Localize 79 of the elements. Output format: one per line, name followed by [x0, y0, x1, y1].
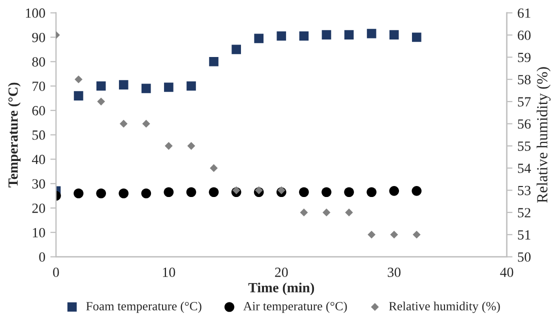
point — [412, 230, 421, 239]
x-tick-label: 10 — [162, 268, 176, 277]
point — [164, 82, 174, 92]
y2-tick-label: 54 — [518, 164, 531, 174]
point — [389, 30, 399, 40]
point — [412, 186, 422, 196]
point — [322, 30, 332, 40]
point — [186, 187, 196, 198]
point — [142, 84, 151, 94]
y-axis-title: Temperature (°C) — [8, 82, 21, 188]
point — [254, 34, 264, 44]
point — [277, 186, 286, 194]
y-tick-label: 90 — [32, 32, 46, 42]
point — [368, 230, 376, 239]
point — [390, 230, 398, 239]
point — [322, 208, 330, 216]
x-tick-label: 0 — [53, 268, 59, 277]
point — [300, 208, 308, 216]
point — [232, 44, 241, 54]
point — [412, 32, 422, 42]
y-tick-label: 20 — [32, 204, 46, 213]
point — [118, 188, 129, 198]
point — [120, 120, 128, 128]
point — [186, 81, 196, 91]
point — [141, 188, 152, 198]
point — [74, 188, 84, 198]
y2-tick-label: 55 — [518, 142, 531, 151]
y-tick-label: 40 — [32, 154, 46, 164]
y-tick-label: 80 — [32, 57, 46, 67]
point — [254, 186, 263, 194]
point — [142, 120, 150, 128]
y2-tick-label: 61 — [518, 8, 530, 18]
legend-label: Air temperature (°C) — [243, 302, 347, 313]
y2-tick-label: 51 — [518, 230, 530, 240]
y2-tick-label: 60 — [518, 30, 531, 40]
x-tick-label: 20 — [275, 268, 288, 277]
y2-tick-label: 52 — [518, 208, 530, 218]
point — [366, 28, 376, 38]
point — [276, 31, 286, 41]
point — [345, 208, 353, 216]
legend-label: Foam temperature (°C) — [86, 302, 202, 313]
point — [366, 187, 376, 198]
y-tick-label: 70 — [32, 82, 46, 91]
x-tick-label: 40 — [500, 268, 514, 277]
y-tick-label: 10 — [32, 228, 46, 238]
point — [344, 187, 354, 198]
y2-tick-label: 56 — [518, 119, 531, 129]
y2-tick-label: 57 — [518, 97, 531, 107]
x-tick-label: 30 — [388, 268, 401, 277]
y-tick-label: 100 — [26, 8, 46, 18]
y-tick-label: 30 — [32, 179, 46, 189]
y2-tick-label: 53 — [518, 186, 531, 196]
point — [118, 80, 128, 90]
point — [208, 187, 219, 198]
point — [322, 187, 332, 198]
point — [389, 186, 400, 196]
point — [96, 81, 106, 91]
point — [232, 186, 240, 194]
legend-label: Relative humidity (%) — [389, 302, 500, 313]
point — [74, 91, 84, 100]
y-tick-label: 50 — [32, 130, 46, 140]
point — [209, 56, 218, 66]
point — [164, 187, 174, 198]
y2-tick-label: 50 — [518, 252, 531, 262]
y2-tick-label: 58 — [518, 74, 531, 84]
y2-tick-label: 59 — [518, 52, 531, 62]
point — [164, 142, 173, 150]
point — [299, 31, 309, 41]
point — [97, 98, 106, 106]
point — [187, 142, 196, 150]
y-tick-label: 60 — [32, 106, 46, 116]
point — [210, 164, 218, 172]
y2-axis-title: Relative humidity (%) — [536, 67, 551, 203]
point — [96, 188, 106, 198]
point — [344, 30, 354, 40]
point — [299, 187, 309, 198]
x-axis-title: Time (min) — [248, 282, 314, 296]
y-tick-label: 0 — [39, 252, 46, 262]
point — [74, 75, 82, 84]
